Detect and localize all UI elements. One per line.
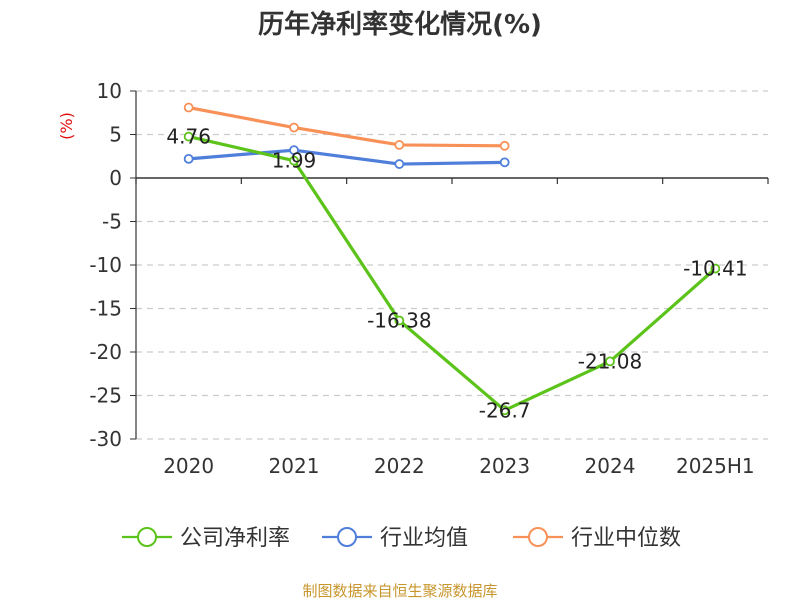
source-note: 制图数据来自恒生聚源数据库 — [302, 582, 497, 600]
series-lines — [183, 102, 721, 416]
y-tick-label: -5 — [102, 210, 122, 234]
y-tick-label: 0 — [109, 166, 122, 190]
legend-marker — [528, 527, 548, 547]
legend-label: 行业均值 — [380, 526, 468, 551]
data-point — [183, 131, 194, 142]
data-label: -26.7 — [479, 398, 531, 422]
legend-item[interactable]: 公司净利率 — [122, 526, 290, 551]
x-tick-label: 2024 — [585, 454, 636, 478]
data-point — [499, 140, 510, 151]
data-point — [394, 159, 405, 169]
data-point — [605, 356, 615, 367]
y-tick-label: -15 — [89, 297, 122, 321]
data-point — [289, 122, 299, 133]
y-tick-label: 5 — [109, 123, 122, 147]
legend-label: 公司净利率 — [180, 526, 290, 551]
data-label: 1.99 — [272, 149, 317, 173]
data-point — [710, 263, 721, 274]
x-tick-label: 2021 — [269, 454, 320, 478]
x-tick-label: 2023 — [479, 454, 530, 478]
axes: 10 5 0 -5 -10 -15 -20 -25 -30 2020 2021 2022 2023 202… — [89, 79, 769, 478]
data-point — [499, 405, 510, 416]
series-line-2 — [188, 105, 505, 148]
data-label: -10.41 — [683, 257, 747, 281]
y-axis-label: (%) — [57, 112, 76, 140]
data-point — [289, 155, 299, 166]
series-line-0 — [188, 135, 717, 412]
x-tick-label: 2025H1 — [676, 454, 755, 478]
data-point — [394, 140, 405, 150]
data-point — [183, 153, 194, 164]
data-point — [394, 315, 405, 326]
x-tick-label: 2022 — [374, 454, 425, 478]
y-tick-label: 10 — [97, 79, 122, 103]
legend-marker — [337, 527, 357, 547]
chart-title: 历年净利率变化情况(%) — [258, 9, 542, 40]
legend-item[interactable]: 行业均值 — [322, 526, 468, 551]
data-label: 4.76 — [166, 125, 211, 149]
data-point — [183, 102, 194, 113]
series-line-1 — [188, 148, 505, 166]
data-label: -16.38 — [367, 309, 431, 333]
grid-lines — [136, 90, 768, 440]
legend-marker — [137, 527, 157, 547]
y-tick-label: -20 — [89, 340, 122, 364]
y-tick-label: -25 — [89, 384, 122, 408]
data-point — [499, 157, 510, 168]
y-tick-label: -10 — [89, 253, 122, 277]
data-label: -21.08 — [578, 349, 642, 373]
data-point — [289, 145, 299, 156]
y-tick-label: -30 — [89, 427, 122, 451]
data-labels: 4.76 1.99 -16.38 -26.7 -21.08 -10.41 — [166, 125, 747, 423]
legend-item[interactable]: 行业中位数 — [513, 526, 681, 551]
x-tick-label: 2020 — [163, 454, 214, 478]
legend-label: 行业中位数 — [571, 526, 681, 551]
legend[interactable]: 公司净利率 行业均值 行业中位数 — [122, 526, 681, 551]
